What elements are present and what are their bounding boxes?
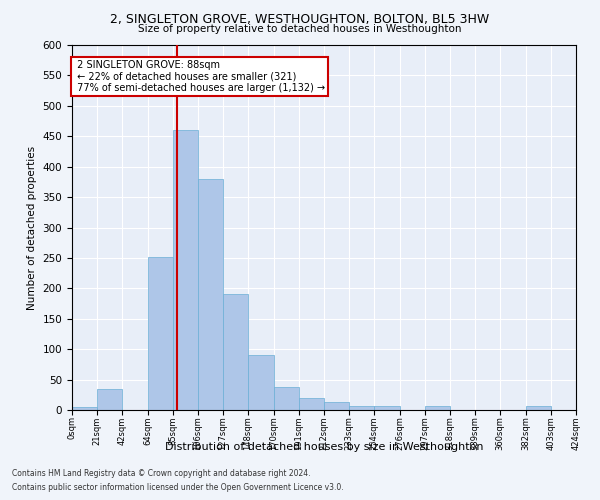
Bar (198, 179, 223, 410)
Bar (274, 387, 299, 410)
Y-axis label: Number of detached properties: Number of detached properties (27, 146, 37, 310)
Bar (148, 256, 173, 410)
Text: 2 SINGLETON GROVE: 88sqm
 ← 22% of detached houses are smaller (321)
 77% of sem: 2 SINGLETON GROVE: 88sqm ← 22% of detach… (74, 60, 326, 94)
Bar (526, 406, 551, 410)
Bar (97, 388, 122, 410)
Bar (299, 398, 324, 410)
Bar (576, 407, 600, 410)
Text: Contains public sector information licensed under the Open Government Licence v3: Contains public sector information licen… (12, 484, 344, 492)
Bar (72, 407, 97, 410)
Bar (248, 355, 274, 410)
Text: Distribution of detached houses by size in Westhoughton: Distribution of detached houses by size … (165, 442, 483, 452)
Bar (324, 402, 349, 410)
Text: Contains HM Land Registry data © Crown copyright and database right 2024.: Contains HM Land Registry data © Crown c… (12, 468, 311, 477)
Text: Size of property relative to detached houses in Westhoughton: Size of property relative to detached ho… (138, 24, 462, 34)
Bar (173, 130, 198, 410)
Text: 2, SINGLETON GROVE, WESTHOUGHTON, BOLTON, BL5 3HW: 2, SINGLETON GROVE, WESTHOUGHTON, BOLTON… (110, 12, 490, 26)
Bar (425, 406, 450, 410)
Bar (374, 406, 400, 410)
Bar (349, 406, 374, 410)
Bar (223, 294, 248, 410)
